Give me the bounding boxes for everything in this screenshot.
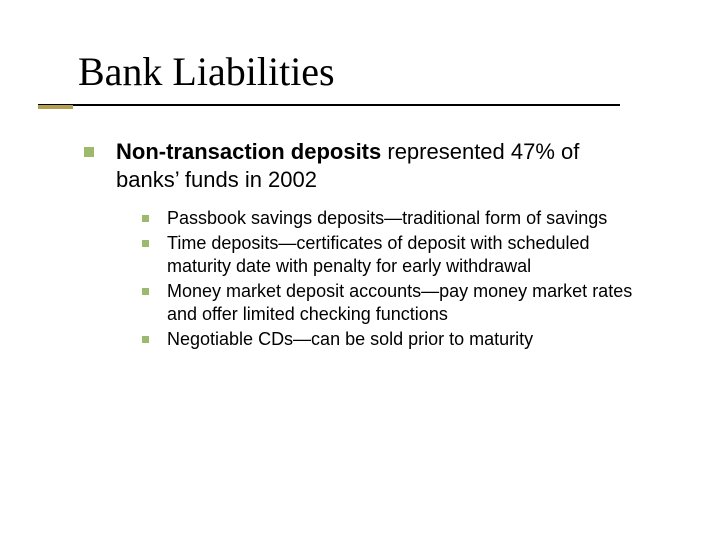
- square-bullet-icon: [142, 336, 149, 343]
- slide: Bank Liabilities Non-transaction deposit…: [0, 0, 720, 540]
- square-bullet-icon: [142, 240, 149, 247]
- bullet-l2: Money market deposit accounts—pay money …: [142, 280, 644, 326]
- bullet-l2: Passbook savings deposits—traditional fo…: [142, 207, 644, 230]
- l2-text: Negotiable CDs—can be sold prior to matu…: [167, 328, 533, 351]
- l2-text: Passbook savings deposits—traditional fo…: [167, 207, 607, 230]
- bullet-l2: Time deposits—certificates of deposit wi…: [142, 232, 644, 278]
- sub-list: Passbook savings deposits—traditional fo…: [142, 207, 644, 351]
- slide-title: Bank Liabilities: [78, 48, 335, 95]
- square-bullet-icon: [142, 288, 149, 295]
- content-area: Non-transaction deposits represented 47%…: [84, 138, 644, 353]
- l1-text: Non-transaction deposits represented 47%…: [116, 138, 644, 193]
- l1-bold: Non-transaction deposits: [116, 139, 381, 164]
- l2-text: Time deposits—certificates of deposit wi…: [167, 232, 644, 278]
- square-bullet-icon: [84, 147, 94, 157]
- bullet-l2: Negotiable CDs—can be sold prior to matu…: [142, 328, 644, 351]
- bullet-l1: Non-transaction deposits represented 47%…: [84, 138, 644, 193]
- title-accent-bar: [38, 105, 73, 109]
- l2-text: Money market deposit accounts—pay money …: [167, 280, 644, 326]
- title-underline: [38, 104, 620, 106]
- square-bullet-icon: [142, 215, 149, 222]
